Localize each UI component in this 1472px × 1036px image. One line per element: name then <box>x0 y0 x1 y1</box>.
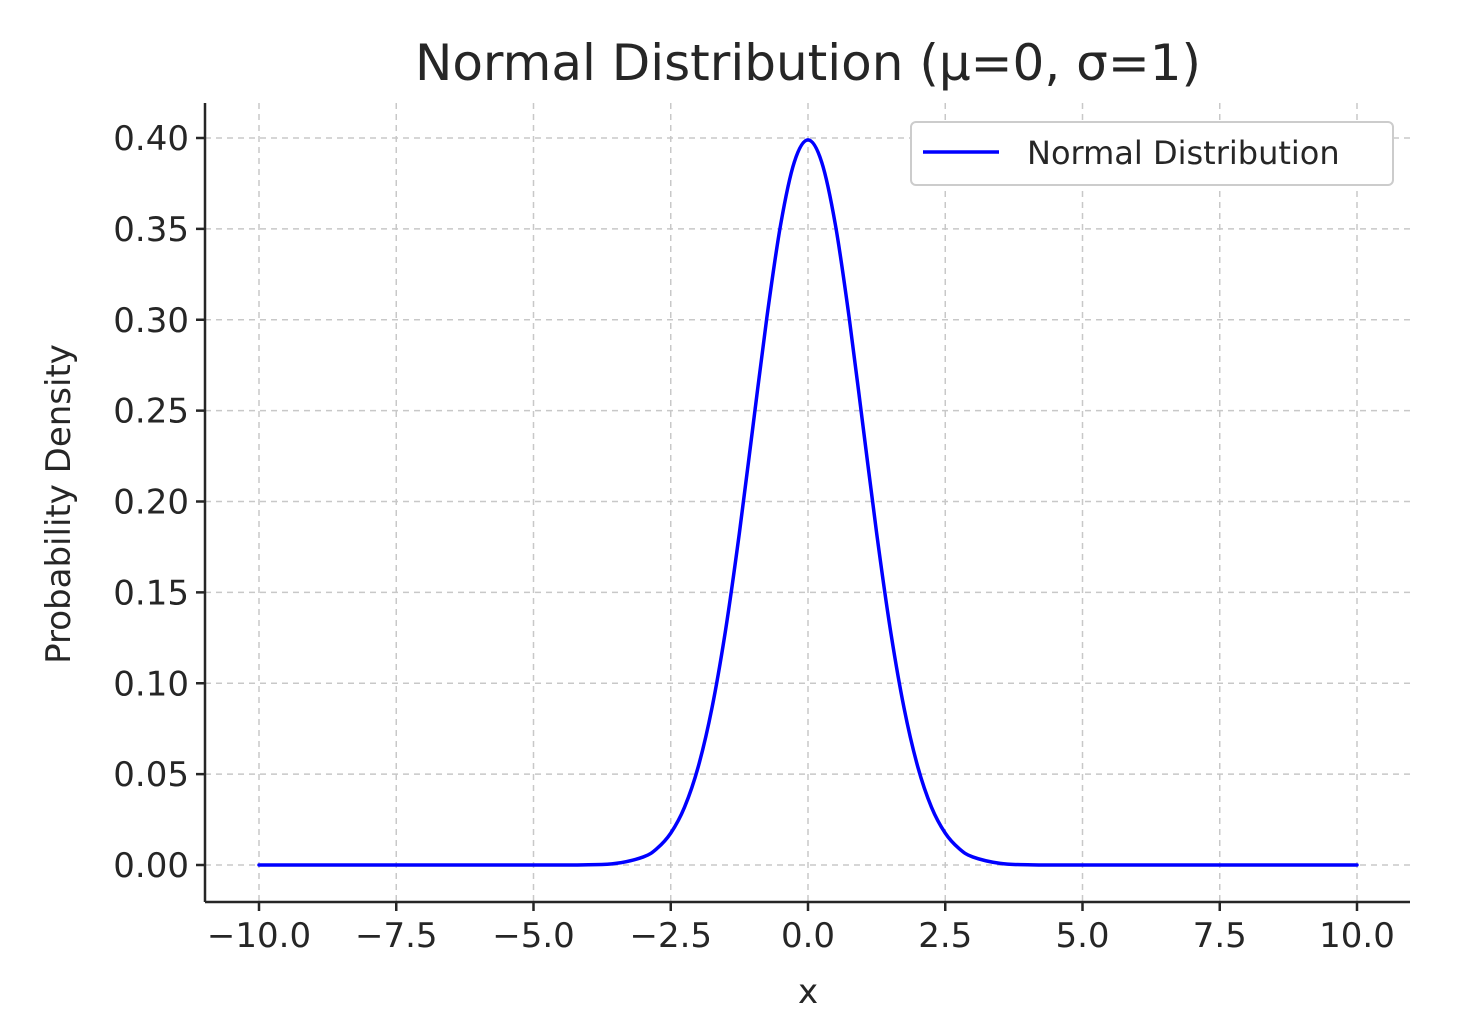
y-tick-label: 0.05 <box>113 755 189 795</box>
x-axis-label: x <box>798 972 818 1012</box>
series-line-normal-distribution <box>257 138 1359 867</box>
y-tick-label: 0.20 <box>113 483 189 523</box>
x-axis-ticks: −10.0 −7.5 −5.0 −2.5 0.0 2.5 5.0 7.5 10.0 <box>207 902 1395 956</box>
y-tick-label: 0.15 <box>113 573 189 613</box>
legend-frame <box>910 121 1394 186</box>
chart-title: Normal Distribution (μ=0, σ=1) <box>415 34 1201 92</box>
y-axis-ticks: 0.00 0.05 0.10 0.15 0.20 0.25 0.30 0.35 0.40 <box>113 119 205 886</box>
y-tick-label: 0.40 <box>113 119 189 159</box>
y-tick-label: 0.25 <box>113 392 189 432</box>
legend-label-normal-distribution: Normal Distribution <box>1027 134 1340 172</box>
y-tick-label: 0.35 <box>113 210 189 250</box>
x-tick-label: 7.5 <box>1193 916 1247 956</box>
x-tick-label: −2.5 <box>629 916 712 956</box>
y-tick-label: 0.30 <box>113 301 189 341</box>
x-tick-label: −5.0 <box>492 916 575 956</box>
x-tick-label: −7.5 <box>355 916 438 956</box>
y-axis-label: Probability Density <box>39 344 79 664</box>
legend: Normal Distribution <box>910 121 1394 186</box>
x-tick-label: 10.0 <box>1319 916 1395 956</box>
x-tick-label: −10.0 <box>207 916 311 956</box>
y-tick-label: 0.10 <box>113 664 189 704</box>
y-tick-label: 0.00 <box>113 846 189 886</box>
x-tick-label: 2.5 <box>918 916 972 956</box>
grid <box>205 103 1410 902</box>
x-tick-label: 5.0 <box>1055 916 1109 956</box>
x-tick-label: 0.0 <box>781 916 835 956</box>
